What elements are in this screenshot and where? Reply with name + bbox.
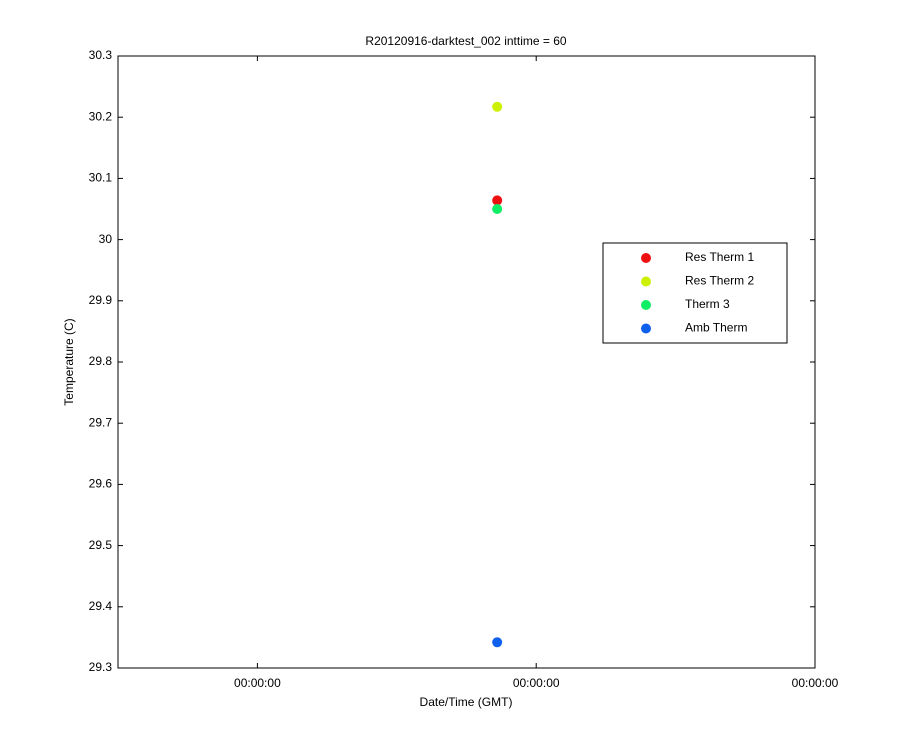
- y-tick-label: 30.3: [89, 48, 113, 62]
- legend-marker: [641, 276, 651, 287]
- chart-title: R20120916-darktest_002 inttime = 60: [365, 34, 566, 48]
- y-tick-label: 29.5: [89, 538, 113, 552]
- y-tick-label: 30.1: [89, 171, 113, 185]
- y-axis-label: Temperature (C): [62, 318, 76, 405]
- legend-label: Res Therm 1: [685, 250, 754, 264]
- x-axis-label: Date/Time (GMT): [420, 695, 513, 709]
- legend-marker: [641, 323, 651, 334]
- legend-marker: [641, 300, 651, 310]
- legend-label: Amb Therm: [685, 321, 747, 335]
- legend-box: [602, 242, 788, 344]
- legend-label: Therm 3: [685, 297, 730, 311]
- x-tick-label: 00:00:00: [234, 676, 281, 690]
- data-point: [492, 637, 503, 648]
- data-point: [492, 195, 503, 206]
- legend-marker: [641, 253, 651, 263]
- x-tick-label: 00:00:00: [513, 676, 560, 690]
- y-tick-label: 29.9: [89, 293, 113, 307]
- plot-area: [117, 55, 816, 669]
- y-tick-label: 29.7: [89, 415, 113, 429]
- y-tick-label: 29.4: [89, 599, 113, 613]
- x-tick-label: 00:00:00: [792, 676, 839, 690]
- legend-label: Res Therm 2: [685, 274, 754, 288]
- y-tick-label: 29.8: [89, 354, 113, 368]
- y-tick-label: 29.3: [89, 660, 113, 674]
- y-tick-label: 29.6: [89, 477, 113, 491]
- data-point: [492, 204, 503, 214]
- data-point: [492, 101, 503, 112]
- y-tick-label: 30.2: [89, 109, 113, 123]
- y-tick-label: 30: [99, 232, 113, 246]
